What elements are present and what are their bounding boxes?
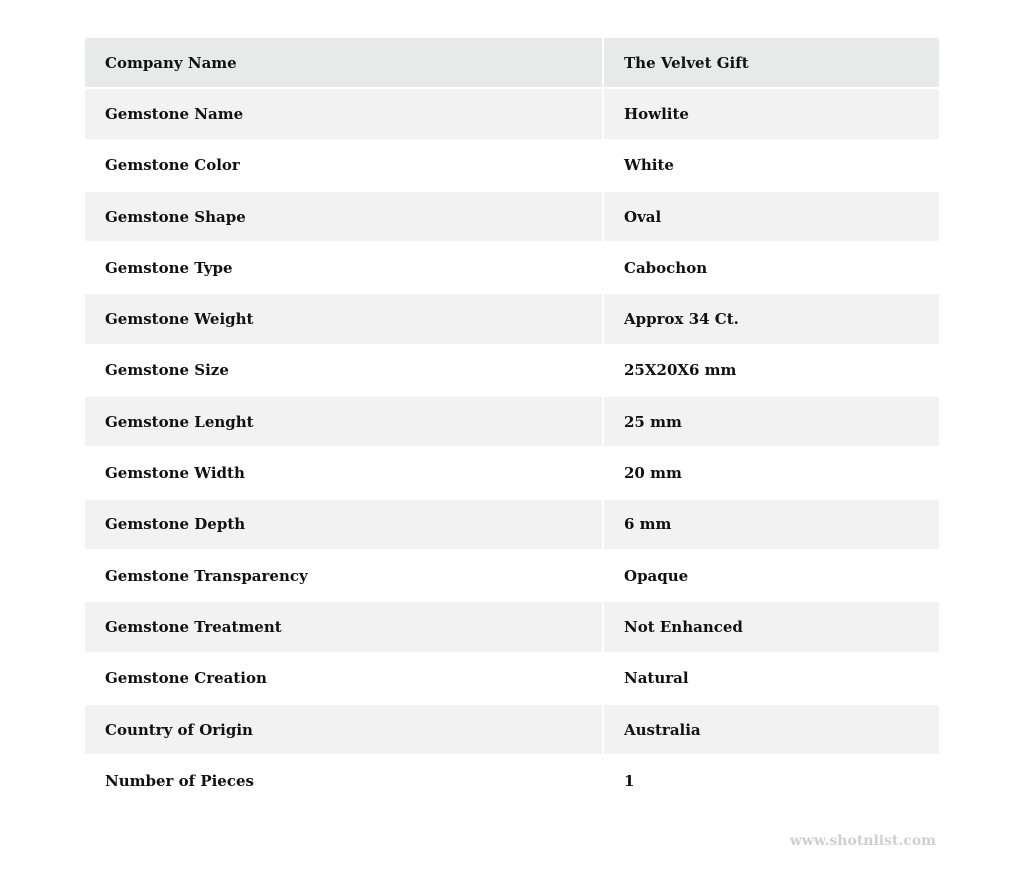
- product-specs-table: Company Name The Velvet Gift Gemstone Name…: [85, 38, 939, 807]
- spec-value: Not Enhanced: [603, 601, 939, 653]
- spec-label: Gemstone Shape: [85, 190, 604, 243]
- spec-label: Number of Pieces: [85, 755, 604, 807]
- spec-value: Howlite: [603, 88, 939, 140]
- table-row: Gemstone Size 25X20X6 mm: [85, 344, 939, 397]
- spec-value: Oval: [603, 190, 939, 243]
- spec-label: Gemstone Type: [85, 242, 604, 294]
- spec-label: Gemstone Width: [85, 447, 604, 499]
- table-row: Gemstone Depth 6 mm: [85, 498, 939, 550]
- table-row: Gemstone Treatment Not Enhanced: [85, 601, 939, 653]
- table-row: Gemstone Shape Oval: [85, 190, 939, 243]
- spec-label: Gemstone Creation: [85, 652, 604, 704]
- spec-value: 1: [603, 755, 939, 807]
- spec-value: Natural: [603, 652, 939, 704]
- spec-label: Gemstone Lenght: [85, 396, 604, 448]
- spec-label: Gemstone Weight: [85, 293, 604, 345]
- table-row: Country of Origin Australia: [85, 703, 939, 756]
- table-row: Company Name The Velvet Gift: [85, 38, 939, 89]
- spec-label: Gemstone Name: [85, 88, 604, 140]
- table-row: Gemstone Name Howlite: [85, 88, 939, 140]
- table-row: Gemstone Transparency Opaque: [85, 549, 939, 602]
- spec-label: Gemstone Depth: [85, 498, 604, 550]
- spec-value: Approx 34 Ct.: [603, 293, 939, 345]
- table-row: Gemstone Width 20 mm: [85, 447, 939, 499]
- spec-value: 20 mm: [603, 447, 939, 499]
- spec-label: Company Name: [85, 38, 604, 89]
- watermark: www.shotnlist.com: [789, 833, 936, 849]
- spec-value: 6 mm: [603, 498, 939, 550]
- table-row: Gemstone Creation Natural: [85, 652, 939, 704]
- spec-value: White: [603, 139, 939, 191]
- table-row: Gemstone Type Cabochon: [85, 242, 939, 294]
- table-row: Gemstone Weight Approx 34 Ct.: [85, 293, 939, 345]
- spec-label: Gemstone Treatment: [85, 601, 604, 653]
- spec-label: Country of Origin: [85, 703, 604, 756]
- spec-label: Gemstone Color: [85, 139, 604, 191]
- spec-label: Gemstone Size: [85, 344, 604, 397]
- table-row: Number of Pieces 1: [85, 755, 939, 807]
- table-row: Gemstone Color White: [85, 139, 939, 191]
- spec-value: The Velvet Gift: [603, 38, 939, 89]
- spec-label: Gemstone Transparency: [85, 549, 604, 602]
- spec-value: Opaque: [603, 549, 939, 602]
- spec-value: 25 mm: [603, 396, 939, 448]
- spec-value: Cabochon: [603, 242, 939, 294]
- table-row: Gemstone Lenght 25 mm: [85, 396, 939, 448]
- spec-value: Australia: [603, 703, 939, 756]
- spec-value: 25X20X6 mm: [603, 344, 939, 397]
